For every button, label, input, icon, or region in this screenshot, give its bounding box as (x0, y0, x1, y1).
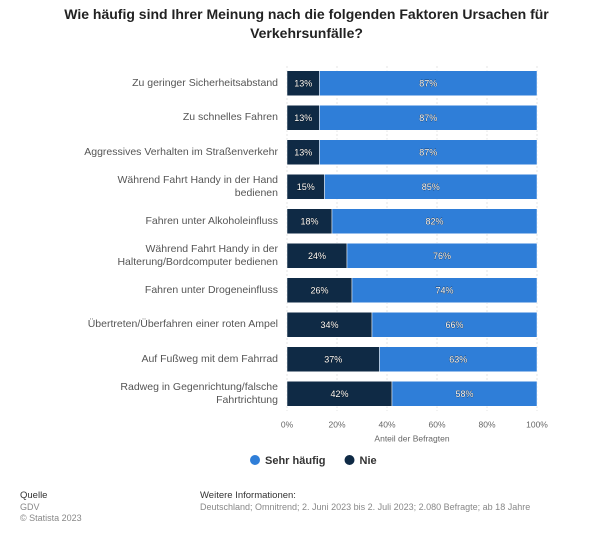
category-label: Während Fahrt Handy in der Halterung/Bor… (117, 242, 278, 268)
bar-segment (391, 381, 538, 407)
bar-segment (324, 174, 538, 200)
value-label: 34% (320, 320, 338, 330)
value-label: 76% (433, 251, 451, 261)
value-label: 87% (419, 113, 437, 123)
value-label: 37% (324, 355, 342, 365)
source-title: Quelle (20, 490, 48, 501)
bar-segment (319, 70, 538, 96)
value-label: 13% (294, 148, 312, 158)
legend-label: Nie (360, 455, 377, 467)
x-tick-label: 40% (378, 419, 395, 429)
category-label: Zu geringer Sicherheitsabstand (132, 76, 278, 89)
bar-segment (286, 346, 380, 372)
copyright: © Statista 2023 (20, 513, 82, 523)
bar-segment (351, 277, 538, 303)
bar-segment (379, 346, 538, 372)
category-label: Auf Fußweg mit dem Fahrrad (141, 352, 278, 365)
value-label: 42% (330, 389, 348, 399)
x-tick-label: 20% (328, 419, 345, 429)
value-label: 18% (300, 217, 318, 227)
info-title: Weitere Informationen: (200, 490, 296, 501)
legend-label: Sehr häufig (265, 455, 326, 467)
bar-segment (286, 312, 373, 338)
value-label: 15% (297, 182, 315, 192)
bar-segment (286, 208, 333, 234)
x-tick-label: 80% (478, 419, 495, 429)
legend-marker (344, 455, 355, 465)
bar-segment (286, 277, 353, 303)
value-label: 58% (455, 389, 473, 399)
info: Deutschland; Omnitrend; 2. Juni 2023 bis… (200, 502, 531, 512)
category-label: Zu schnelles Fahren (182, 111, 278, 123)
category-label: Fahren unter Drogeneinfluss (144, 283, 278, 296)
bar-segment (331, 208, 538, 234)
bar-segment (286, 139, 320, 165)
value-label: 26% (310, 286, 328, 296)
bar-segment (286, 243, 348, 269)
value-label: 13% (294, 113, 312, 123)
bar-segment (286, 174, 325, 200)
value-label: 85% (422, 182, 440, 192)
value-label: 66% (445, 320, 463, 330)
bar-segment (346, 243, 538, 269)
category-label: Übertreten/Überfahren einer roten Ampel (87, 318, 278, 330)
value-label: 74% (435, 286, 453, 296)
category-label: Fahren unter Alkoholeinfluss (145, 214, 279, 227)
legend-marker (250, 455, 260, 465)
x-tick-label: 100% (526, 419, 548, 429)
category-label: Aggressives Verhalten im Straßenverkehr (84, 145, 278, 158)
category-label: Während Fahrt Handy in der Hand bedienen (117, 173, 279, 199)
chart-title: Wie häufig sind Ihrer Meinung nach die f… (64, 6, 549, 41)
x-tick-label: 0% (281, 419, 294, 429)
value-label: 87% (419, 148, 437, 158)
value-label: 24% (308, 251, 326, 261)
value-label: 87% (419, 79, 437, 89)
bar-segment (319, 139, 538, 165)
category-label: Radweg in Gegenrichtung/falsche Fahrtric… (120, 380, 278, 406)
value-label: 82% (425, 217, 443, 227)
value-label: 63% (449, 355, 467, 365)
x-axis-title: Anteil der Befragten (374, 433, 449, 443)
bar-segment (286, 70, 320, 96)
source: GDV (20, 502, 40, 512)
x-tick-label: 60% (428, 419, 445, 429)
value-label: 13% (294, 79, 312, 89)
bar-segment (319, 105, 538, 131)
bar-segment (371, 312, 538, 338)
